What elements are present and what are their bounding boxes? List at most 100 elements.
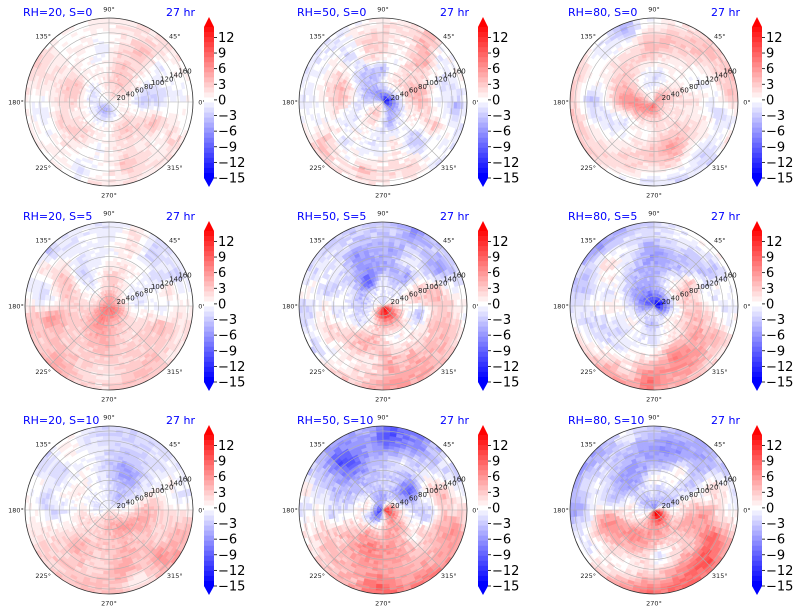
- field-cell: [144, 98, 148, 103]
- colorbar-segment: [204, 27, 214, 33]
- field-cell: [108, 56, 114, 61]
- field-cell: [102, 166, 110, 171]
- colorbar-segment: [204, 92, 214, 98]
- field-cell: [108, 50, 114, 54]
- colorbar-segment: [478, 47, 488, 53]
- field-cell: [103, 37, 110, 42]
- field-cell: [31, 101, 36, 109]
- field-cell: [649, 146, 655, 151]
- field-cell: [63, 97, 68, 103]
- field-cell: [653, 75, 657, 80]
- field-cell: [382, 63, 387, 67]
- field-cell: [382, 159, 389, 164]
- field-cell: [347, 98, 352, 103]
- field-cell: [182, 95, 187, 103]
- field-cell: [44, 101, 49, 108]
- field-cell: [108, 153, 115, 158]
- colorbar-segment: [478, 42, 488, 48]
- colorbar-segment: [478, 62, 488, 68]
- field-cell: [103, 46, 110, 51]
- field-cell: [440, 96, 445, 103]
- field-cell: [337, 101, 342, 107]
- colorbar-segment: [478, 27, 488, 33]
- field-cell: [382, 75, 386, 80]
- field-cell: [424, 101, 429, 107]
- field-cell: [53, 101, 58, 108]
- field-cell: [356, 99, 361, 103]
- field-cell: [108, 150, 114, 154]
- field-cell: [650, 63, 655, 67]
- field-cell: [382, 66, 387, 71]
- field-cell: [651, 127, 655, 132]
- field-cell: [676, 101, 681, 105]
- radial-tick-label: 40: [126, 90, 135, 98]
- field-cell: [179, 101, 184, 109]
- field-cell: [102, 172, 110, 177]
- field-cell: [653, 72, 657, 77]
- field-cell: [102, 175, 110, 180]
- field-cell: [653, 133, 658, 138]
- field-cell: [376, 27, 384, 32]
- field-cell: [695, 101, 700, 107]
- field-cell: [169, 101, 174, 108]
- field-cell: [47, 101, 52, 108]
- field-cell: [105, 63, 110, 67]
- field-cell: [50, 101, 55, 108]
- field-cell: [434, 96, 439, 103]
- field-cell: [108, 40, 115, 45]
- field-cell: [382, 137, 387, 141]
- radial-tick-label: 20: [391, 94, 400, 102]
- panel-time: 27 hr: [166, 6, 195, 19]
- field-cell: [321, 96, 326, 103]
- colorbar-segment: [204, 102, 214, 108]
- field-cell: [153, 97, 158, 103]
- field-cell: [434, 101, 439, 108]
- field-cell: [608, 101, 613, 107]
- field-cell: [166, 101, 171, 108]
- colorbar-tick-label: −3: [218, 109, 237, 124]
- field-cell: [173, 95, 178, 103]
- field-cell: [108, 159, 115, 164]
- field-cell: [698, 97, 703, 103]
- field-cell: [382, 166, 390, 171]
- field-cell: [102, 24, 110, 29]
- field-cell: [60, 97, 65, 103]
- field-cell: [108, 37, 115, 42]
- radial-tick-label: 60: [135, 87, 144, 95]
- field-cell: [108, 175, 116, 180]
- colorbar-extend-max: [204, 17, 214, 27]
- field-cell: [443, 96, 448, 103]
- polar-panel: 0°45°90°135°180°225°270°315°20 40 60 801001…: [8, 5, 245, 199]
- colorbar-tick-label: −12: [218, 156, 245, 171]
- field-cell: [377, 40, 384, 45]
- colorbar-segment: [204, 157, 214, 164]
- field-cell: [695, 97, 700, 103]
- colorbar-segment: [478, 112, 488, 118]
- field-cell: [379, 137, 384, 141]
- field-cell: [653, 137, 658, 141]
- field-cell: [157, 97, 161, 103]
- field-cell: [53, 96, 58, 103]
- colorbar-segment: [478, 137, 488, 144]
- field-cell: [57, 101, 61, 107]
- field-cell: [134, 101, 139, 105]
- field-cell: [377, 43, 384, 48]
- field-cell: [689, 98, 693, 103]
- field-cell: [82, 99, 87, 103]
- colorbar-segment: [478, 57, 488, 63]
- colorbar-tick-label: 3: [218, 78, 226, 93]
- colorbar-segment: [478, 122, 488, 129]
- field-cell: [108, 66, 113, 71]
- field-cell: [382, 24, 390, 29]
- field-cell: [382, 172, 390, 177]
- angle-tick-label: 135°: [35, 33, 51, 41]
- colorbar-tick-label: 9: [218, 47, 226, 62]
- field-cell: [166, 96, 171, 103]
- field-cell: [108, 143, 114, 148]
- field-cell: [618, 98, 623, 103]
- colorbar-segment: [204, 32, 214, 38]
- angle-tick-label: 270°: [375, 191, 391, 199]
- field-cell: [150, 101, 155, 107]
- colorbar-segment: [204, 147, 214, 154]
